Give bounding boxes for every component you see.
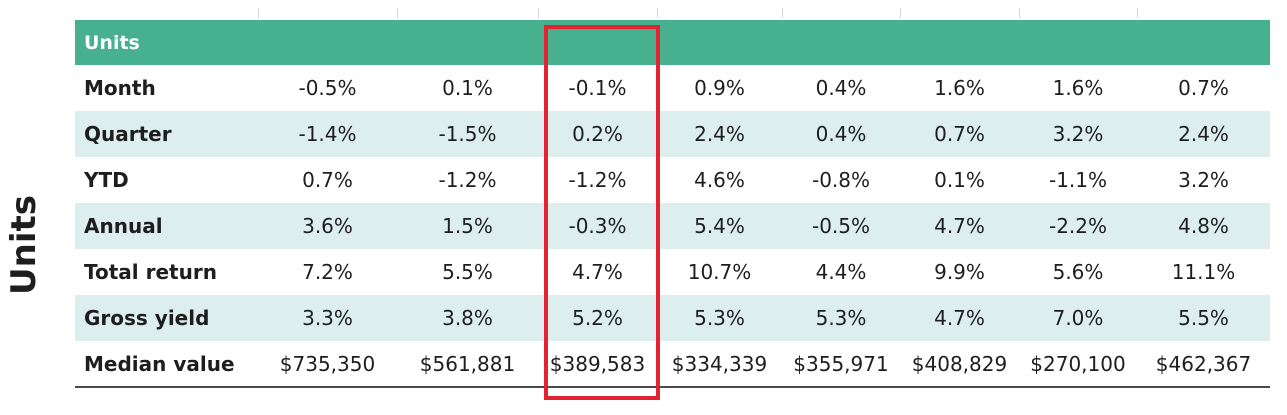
table-cell: 0.7% [302,168,353,192]
tick-mark [1019,8,1020,18]
table-cell: -1.2% [568,168,627,192]
row-label: Gross yield [84,306,210,330]
table-cell: -0.3% [568,214,627,238]
row-label: Month [84,76,156,100]
table-row: Annual 3.6% 1.5% -0.3% 5.4% -0.5% 4.7% -2.2% 4.8… [75,203,1271,249]
side-label: Units [4,195,44,295]
tick-mark [397,8,398,18]
table-cell: 3.2% [1178,168,1229,192]
table-cell: 5.3% [815,306,867,330]
table-cell: 5.5% [1178,306,1229,330]
table-cell: $561,881 [419,351,516,376]
table-cell: 4.4% [815,260,867,284]
table-cell: 3.3% [302,306,353,330]
table-cell: 1.6% [934,76,985,100]
table-cell: 3.2% [1052,122,1104,146]
table-cell: 11.1% [1171,260,1236,284]
table-cell: $355,971 [793,351,889,376]
row-label: YTD [84,168,129,192]
row-label: Annual [84,214,163,238]
table-cell: $270,100 [1030,351,1126,376]
table-row: Median value $735,350 $561,881 $389,583 $334… [75,341,1271,387]
table-cell: 7.2% [302,260,353,284]
column-tick-marks [75,0,1270,20]
table-cell: -0.5% [811,214,871,238]
table-cell: 4.8% [1178,214,1229,238]
table-cell: 4.7% [572,260,623,284]
table-cell: -0.5% [298,76,357,100]
table-cell: 4.7% [934,214,985,238]
table-cell: 1.6% [1052,76,1104,100]
table-cell: $334,339 [671,351,768,376]
table-cell: 5.4% [694,214,745,238]
table-cell: -1.2% [438,168,497,192]
tick-mark [900,8,901,18]
tick-mark [538,8,539,18]
table-cell: 5.2% [572,306,623,330]
table-cell: -0.8% [811,168,871,192]
table-header-label: Units [84,31,140,54]
table-cell: 0.1% [442,76,493,100]
table-body: Month -0.5% 0.1% -0.1% 0.9% 0.4% 1.6% 1.6% 0.7% Q… [75,65,1271,387]
table-cell: 4.6% [694,168,745,192]
table-cell: 0.4% [815,76,867,100]
table-cell: 0.1% [934,168,985,192]
table-cell: 0.4% [815,122,867,146]
table-cell: 2.4% [1178,122,1229,146]
table-cell: 3.8% [442,306,493,330]
table-cell: $735,350 [279,351,376,376]
table-row: Gross yield 3.3% 3.8% 5.2% 5.3% 5.3% 4.7% 7.0% 5… [75,295,1271,341]
table-cell: 2.4% [694,122,745,146]
table-cell: 5.3% [694,306,745,330]
table-cell: $389,583 [549,351,646,376]
tick-mark [258,8,259,18]
table-cell: 5.6% [1052,260,1104,284]
table-cell: 1.5% [442,214,493,238]
table-cell: 9.9% [934,260,985,284]
table-cell: $408,829 [911,351,1008,376]
tick-mark [782,8,783,18]
table-cell: 0.9% [694,76,745,100]
tick-mark [657,8,658,18]
table-cell: 7.0% [1052,306,1104,330]
table-header-row: Units [75,20,1271,65]
table-cell: 0.7% [934,122,985,146]
table-container: Units Month -0.5% 0.1% -0.1% 0.9% 0.4% 1.6% 1.6… [75,0,1271,388]
table-cell: -2.2% [1048,214,1108,238]
table-cell: 5.5% [442,260,493,284]
table-cell: 0.7% [1178,76,1229,100]
row-label: Quarter [84,122,172,146]
table-cell: -1.1% [1048,168,1108,192]
table-row: Month -0.5% 0.1% -0.1% 0.9% 0.4% 1.6% 1.6% 0.7% [75,65,1270,111]
table-cell: 10.7% [687,260,752,284]
table-cell: 4.7% [934,306,985,330]
table-cell: -0.1% [568,76,627,100]
table-row: Total return 7.2% 5.5% 4.7% 10.7% 4.4% 9.9% 5.6… [75,249,1270,295]
table-row: Quarter -1.4% -1.5% 0.2% 2.4% 0.4% 0.7% 3.2% 2.4… [75,111,1271,157]
table-cell: -1.4% [298,122,357,146]
table-row: YTD 0.7% -1.2% -1.2% 4.6% -0.8% 0.1% -1.1% 3.2% [75,157,1270,203]
table-cell: -1.5% [438,122,497,146]
tick-mark [1137,8,1138,18]
row-label: Total return [84,260,217,284]
table-cell: 0.2% [572,122,623,146]
table-cell: 3.6% [302,214,353,238]
row-label: Median value [84,351,235,376]
table-cell: $462,367 [1155,351,1252,376]
units-table: Units Month -0.5% 0.1% -0.1% 0.9% 0.4% 1.6% 1.6… [75,20,1271,388]
